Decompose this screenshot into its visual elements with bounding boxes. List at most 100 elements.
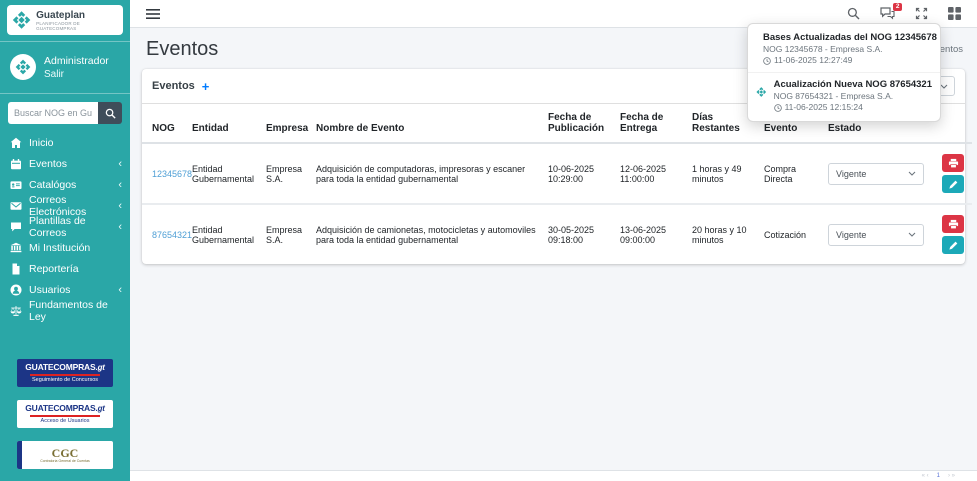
brand-logo[interactable]: Guateplan PLANIFICADOR DE GUATECOMPRAS — [7, 5, 123, 35]
sidebar-item-plantillas[interactable]: Plantillas de Correos ‹ — [0, 214, 130, 239]
chevron-left-icon: ‹ — [118, 199, 122, 212]
banner-guatecompras-acceso[interactable]: GUATECOMPRAS.gt Acceso de Usuarios — [17, 400, 113, 428]
sidebar-item-label: Mi Institución — [29, 241, 91, 254]
divider — [0, 93, 130, 94]
estado-select[interactable]: Vigente — [828, 162, 924, 185]
col-nombre: Nombre de Evento — [312, 104, 544, 144]
table-row: 87654321 Entidad Gubernamental Empresa S… — [142, 203, 972, 264]
col-entidad: Entidad — [188, 104, 262, 144]
print-button[interactable] — [942, 215, 964, 233]
sidebar-search — [8, 102, 122, 124]
sidebar-item-label: Inicio — [29, 136, 54, 149]
hamburger-icon — [146, 8, 160, 19]
chevron-down-icon — [908, 171, 916, 176]
banner-subtitle: Seguimiento de Concursos — [31, 376, 99, 383]
notification-timestamp: 11-06-2025 12:15:24 — [784, 102, 863, 112]
banner-guatecompras-seguimiento[interactable]: GUATECOMPRAS.gt Seguimiento de Concursos — [17, 359, 113, 387]
cell-entidad: Entidad Gubernamental — [188, 142, 262, 204]
pencil-icon — [948, 180, 957, 189]
table-row: 12345678 Entidad Gubernamental Empresa S… — [142, 142, 972, 204]
grid-icon — [948, 7, 961, 20]
user-icon — [10, 284, 22, 295]
user-name: Administrador — [44, 55, 109, 67]
scales-icon — [10, 305, 22, 316]
sidebar-item-fundamentos[interactable]: Fundamentos de Ley — [0, 299, 130, 323]
notifications-dropdown: Bases Actualizadas del NOG 12345678 NOG … — [747, 23, 941, 122]
cell-tipo-evento: Cotización — [760, 203, 824, 264]
cell-empresa: Empresa S.A. — [262, 142, 312, 204]
notification-item[interactable]: Bases Actualizadas del NOG 12345678 NOG … — [748, 26, 940, 72]
main-area: 2 — [130, 0, 977, 481]
brand-title: Guateplan — [36, 9, 86, 21]
sidebar-nav: Inicio Eventos ‹ Catalógos ‹ Correos Ele… — [0, 132, 130, 323]
navbar-search-button[interactable] — [847, 7, 860, 20]
nog-link[interactable]: 12345678 — [152, 168, 193, 179]
file-icon — [12, 263, 20, 274]
edit-button[interactable] — [942, 236, 964, 254]
cell-nombre: Adquisición de camionetas, motocicletas … — [312, 203, 544, 264]
messages-button[interactable]: 2 — [880, 3, 902, 20]
notification-timestamp: 11-06-2025 12:27:49 — [774, 55, 853, 65]
pagination-page[interactable]: 1 — [936, 473, 940, 479]
edit-button[interactable] — [942, 175, 964, 193]
cell-fecha-entrega: 12-06-2025 11:00:00 — [616, 142, 688, 204]
footer: « ‹ 1 › » — [130, 470, 977, 481]
avatar[interactable] — [10, 54, 36, 80]
clock-icon — [763, 56, 771, 65]
avatar-pinwheel-icon — [15, 59, 31, 75]
print-button[interactable] — [942, 154, 964, 172]
cell-fecha-entrega: 13-06-2025 09:00:00 — [616, 203, 688, 264]
notification-item[interactable]: Acualización Nueva NOG 87654321 NOG 8765… — [748, 72, 940, 119]
sidebar-item-inicio[interactable]: Inicio — [0, 132, 130, 153]
control-sidebar-button[interactable] — [948, 7, 961, 20]
chevron-down-icon — [908, 232, 916, 237]
search-button[interactable] — [98, 102, 122, 124]
col-nog: NOG — [142, 104, 188, 144]
sidebar: Guateplan PLANIFICADOR DE GUATECOMPRAS A… — [0, 0, 130, 481]
comment-icon — [11, 222, 21, 231]
row-actions — [940, 215, 968, 254]
col-empresa: Empresa — [262, 104, 312, 144]
estado-select[interactable]: Vigente — [828, 223, 924, 246]
hamburger-menu-button[interactable] — [146, 8, 160, 20]
pagination-next[interactable]: › » — [947, 473, 955, 479]
sidebar-item-reporteria[interactable]: Reportería — [0, 258, 130, 279]
add-event-button[interactable]: + — [201, 78, 210, 94]
nog-link[interactable]: 87654321 — [152, 229, 193, 240]
banner-red-line — [30, 374, 100, 376]
clock-icon — [773, 103, 782, 112]
search-input[interactable] — [8, 102, 98, 124]
banner-title: GUATECOMPRAS.gt — [25, 362, 105, 373]
sidebar-item-label: Eventos — [29, 157, 67, 170]
cell-dias-restantes: 20 horas y 10 minutos — [688, 203, 760, 264]
logout-link[interactable]: Salir — [44, 69, 65, 80]
page-title: Eventos — [146, 38, 219, 60]
banner-cgc[interactable]: CGC Contraloría General de Cuentas — [17, 441, 113, 469]
message-count-badge: 2 — [893, 3, 902, 11]
notification-subtitle: NOG 12345678 - Empresa S.A. — [763, 44, 883, 54]
sidebar-item-usuarios[interactable]: Usuarios ‹ — [0, 279, 130, 300]
divider — [0, 41, 130, 42]
table-header-row: NOG Entidad Empresa Nombre de Evento Fec… — [142, 104, 972, 144]
id-card-icon — [10, 180, 22, 189]
envelope-icon — [10, 201, 22, 210]
expand-arrows-icon — [915, 7, 928, 20]
cell-fecha-publicacion: 10-06-2025 10:29:00 — [544, 142, 616, 204]
card-title: Eventos — [152, 80, 195, 92]
sidebar-item-label: Plantillas de Correos — [29, 214, 86, 239]
sidebar-item-eventos[interactable]: Eventos ‹ — [0, 153, 130, 174]
calendar-icon — [11, 158, 21, 169]
cgc-left-bar — [17, 441, 22, 469]
bank-icon — [10, 242, 22, 252]
pagination-prev[interactable]: « ‹ — [921, 473, 929, 479]
sidebar-item-catalogos[interactable]: Catalógos ‹ — [0, 174, 130, 195]
chevron-left-icon: ‹ — [118, 178, 122, 191]
sidebar-item-institucion[interactable]: Mi Institución — [0, 237, 130, 258]
banner-red-line — [30, 415, 100, 417]
cgc-subtitle: Contraloría General de Cuentas — [40, 459, 90, 463]
eventos-card: Eventos + NOG Entidad Empresa — [142, 69, 972, 264]
sidebar-item-correos[interactable]: Correos Electrónicos ‹ — [0, 194, 130, 218]
fullscreen-button[interactable] — [915, 7, 928, 20]
cgc-logo-text: CGC — [51, 446, 79, 460]
